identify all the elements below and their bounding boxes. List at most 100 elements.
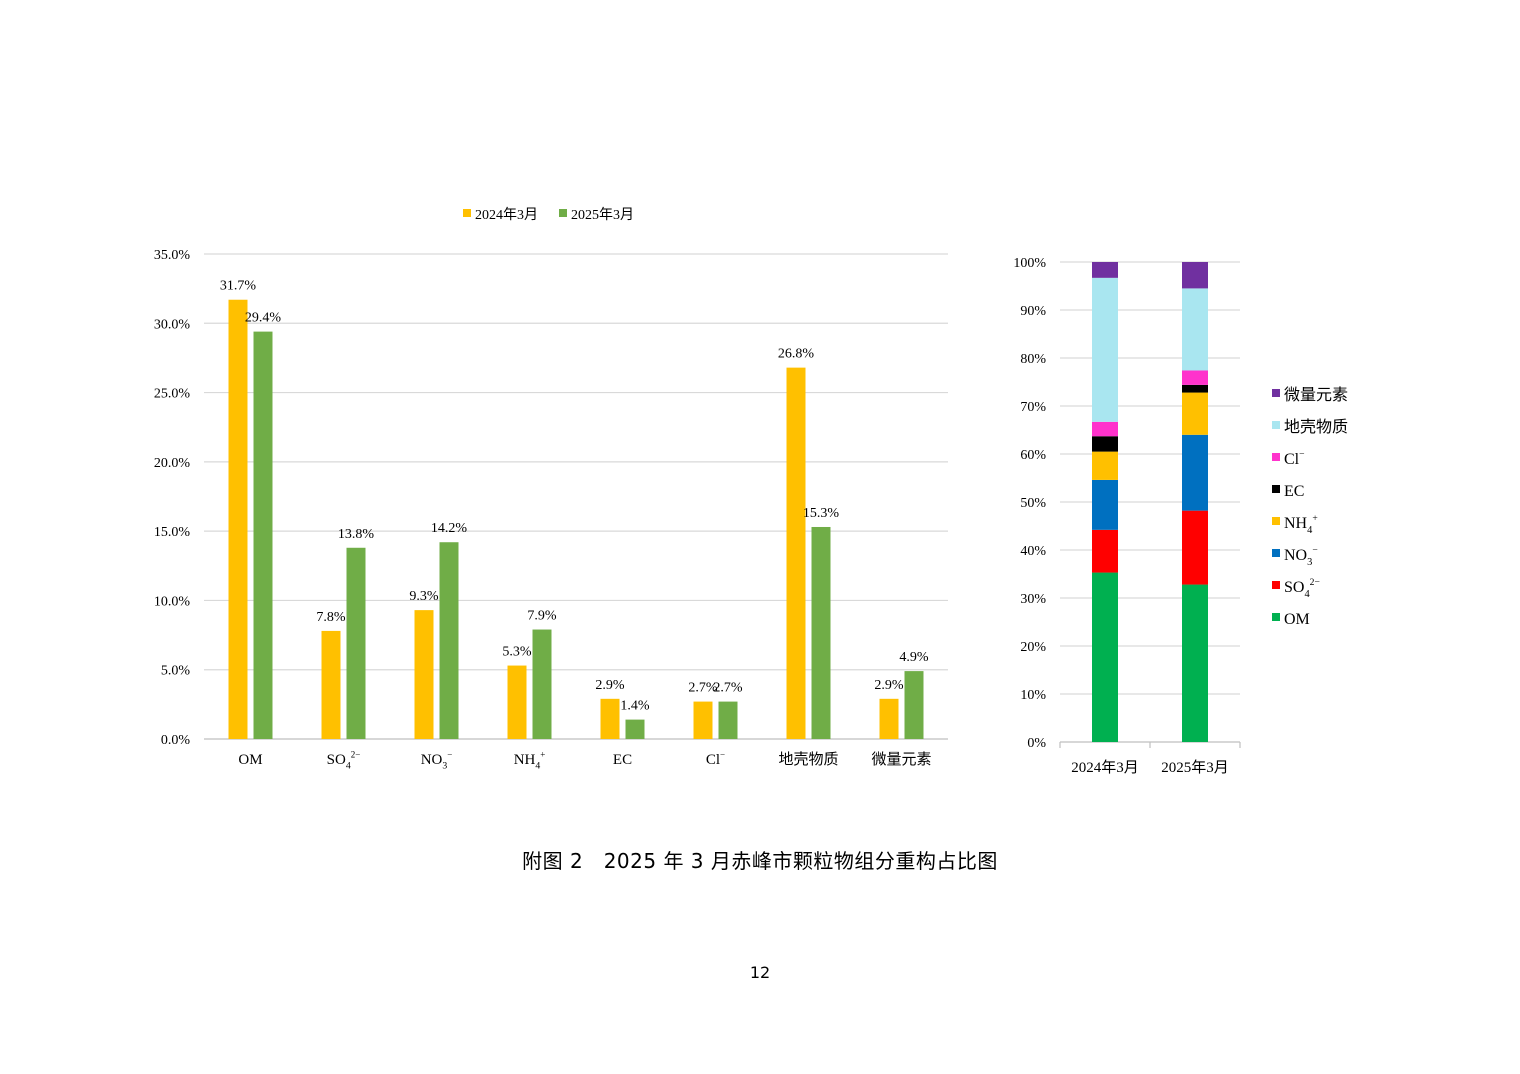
data-label: 15.3% (803, 506, 840, 521)
legend-swatch (559, 209, 567, 217)
y-tick-label: 100% (1013, 256, 1046, 271)
data-label: 7.8% (316, 610, 346, 625)
bar-2025-03 (904, 671, 924, 739)
data-label: 4.9% (899, 650, 929, 665)
x-tick-label: NH4+ (514, 749, 546, 771)
bar-2025-03 (532, 629, 552, 739)
figure-caption: 附图 2 2025 年 3 月赤峰市颗粒物组分重构占比图 (522, 849, 998, 873)
y-tick-label: 0% (1027, 736, 1046, 751)
y-tick-label: 10% (1020, 688, 1046, 703)
x-tick-label: SO42− (327, 749, 361, 771)
data-label: 29.4% (245, 311, 282, 326)
legend-swatch (1272, 613, 1280, 621)
stack-segment (1182, 434, 1208, 511)
x-tick-label: Cl− (706, 749, 725, 768)
bar-2024-03 (414, 610, 434, 739)
y-tick-label: 20.0% (154, 456, 191, 471)
x-tick-label: 地壳物质 (778, 751, 838, 768)
bar-2024-03 (693, 701, 713, 739)
legend-swatch (1272, 517, 1280, 525)
data-label: 13.8% (338, 527, 375, 542)
legend-swatch (463, 209, 471, 217)
stack-segment (1092, 451, 1118, 480)
y-tick-label: 10.0% (154, 594, 191, 609)
y-tick-label: 80% (1020, 352, 1046, 367)
stack-segment (1092, 479, 1118, 530)
data-label: 2.9% (874, 678, 904, 693)
bar-2024-03 (786, 367, 806, 739)
legend-label: NO3− (1284, 545, 1318, 568)
y-tick-label: 50% (1020, 496, 1046, 511)
data-label: 5.3% (502, 645, 532, 660)
data-label: 2.9% (595, 678, 625, 693)
y-tick-label: 35.0% (154, 248, 191, 263)
x-tick-label: 2024年3月 (1071, 759, 1139, 776)
legend-label: EC (1284, 483, 1304, 500)
y-tick-label: 20% (1020, 640, 1046, 655)
data-label: 9.3% (409, 589, 439, 604)
y-tick-label: 30% (1020, 592, 1046, 607)
stack-segment (1182, 370, 1208, 385)
data-label: 14.2% (431, 521, 468, 536)
y-tick-label: 0.0% (161, 733, 191, 748)
legend-label: SO42− (1284, 577, 1320, 600)
stack-segment (1092, 572, 1118, 742)
legend-swatch (1272, 581, 1280, 589)
legend-swatch (1272, 549, 1280, 557)
legend-label: 2024年3月 (475, 207, 538, 223)
grouped-bar-chart: 0.0% 5.0% 10.0% 15.0% 20.0% 25.0% 30.0% 35.0% 31… (154, 207, 948, 772)
data-label: 26.8% (778, 347, 815, 362)
x-tick-label: EC (613, 752, 632, 768)
stack-segment (1092, 529, 1118, 573)
bar-2025-03 (625, 719, 645, 739)
bar-2024-03 (600, 698, 620, 739)
bar-2024-03 (321, 630, 341, 739)
legend-label: 2025年3月 (571, 207, 634, 223)
legend-label: 地壳物质 (1284, 418, 1348, 436)
bar-2025-03 (439, 542, 459, 739)
y-tick-label: 40% (1020, 544, 1046, 559)
stack-segment (1182, 384, 1208, 393)
data-label: 7.9% (527, 609, 557, 624)
stack-segment (1182, 392, 1208, 435)
stack-segment (1092, 436, 1118, 452)
legend-swatch (1272, 421, 1280, 429)
y-tick-label: 90% (1020, 304, 1046, 319)
y-tick-label: 60% (1020, 448, 1046, 463)
y-tick-label: 70% (1020, 400, 1046, 415)
legend-label: NH4+ (1284, 513, 1318, 536)
bar-2025-03 (718, 701, 738, 739)
x-tick-label: NO3− (421, 749, 453, 771)
bar-2024-03 (507, 665, 527, 739)
bar-2024-03 (228, 299, 248, 739)
stack-segment (1092, 421, 1118, 437)
y-tick-label: 15.0% (154, 525, 191, 540)
legend-label: Cl− (1284, 449, 1305, 468)
legend-label: 微量元素 (1284, 386, 1348, 404)
x-tick-label: 微量元素 (871, 751, 931, 768)
bar-2025-03 (811, 526, 831, 739)
y-tick-label: 5.0% (161, 664, 191, 679)
stack-segment (1182, 288, 1208, 371)
stack-segment (1182, 510, 1208, 585)
bar-2025-03 (346, 547, 366, 739)
stack-segment (1182, 584, 1208, 742)
bar-2024-03 (879, 698, 899, 739)
data-label: 2.7% (713, 681, 743, 696)
legend-swatch (1272, 453, 1280, 461)
page-number: 12 (749, 963, 771, 982)
legend-swatch (1272, 389, 1280, 397)
data-label: 2.7% (688, 681, 718, 696)
legend-swatch (1272, 485, 1280, 493)
data-label: 1.4% (620, 699, 650, 714)
x-tick-label: OM (238, 752, 262, 768)
stack-segment (1182, 262, 1208, 289)
y-tick-label: 25.0% (154, 387, 191, 402)
y-tick-label: 30.0% (154, 317, 191, 332)
legend-label: OM (1284, 611, 1310, 628)
bar-2025-03 (253, 331, 273, 739)
stack-segment (1092, 277, 1118, 422)
data-label: 31.7% (220, 279, 257, 294)
x-tick-label: 2025年3月 (1161, 759, 1229, 776)
